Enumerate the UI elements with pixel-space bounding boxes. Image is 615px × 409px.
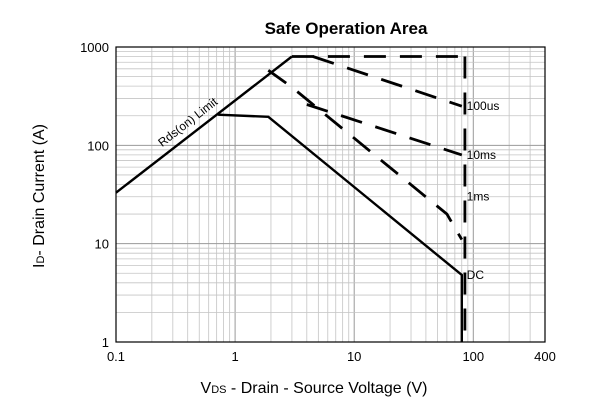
y-axis-label: ID- Drain Current (A): [31, 124, 48, 268]
x-tick-label: 1: [231, 349, 238, 364]
annotation-label: 100us: [467, 99, 500, 113]
x-axis-label-sub: DS: [211, 384, 226, 396]
y-tick-label: 100: [87, 138, 109, 153]
annotation-label: 10ms: [467, 148, 496, 162]
x-tick-label: 400: [534, 349, 556, 364]
annotation-label: 1ms: [467, 190, 490, 204]
series-line-rds-on-limit: [115, 55, 293, 194]
y-tick-label: 10: [95, 237, 109, 252]
y-axis-label-main: I: [31, 264, 48, 268]
y-tick-label: 1000: [80, 40, 109, 55]
x-axis-label-rest: - Drain - Source Voltage (V): [226, 380, 427, 397]
x-axis-label: VDS - Drain - Source Voltage (V): [201, 380, 428, 397]
series-line-100us: [312, 55, 463, 108]
plot-grid: [116, 47, 545, 342]
y-axis-label-rest: - Drain Current (A): [31, 124, 48, 256]
series-line-1ms: [267, 69, 464, 241]
series-line-10ms: [306, 103, 463, 157]
plot-frame: [115, 46, 546, 343]
x-tick-label: 100: [462, 349, 484, 364]
series-line-dc: [218, 113, 463, 342]
x-tick-label: 0.1: [107, 349, 125, 364]
chart-title: Safe Operation Area: [265, 19, 428, 38]
x-axis-label-main: V: [201, 380, 212, 397]
annotation-label: DC: [467, 268, 485, 282]
plot-series: [115, 55, 467, 342]
y-axis-label-sub: D: [35, 256, 47, 264]
y-tick-labels: 1 10 100 1000: [80, 40, 109, 350]
x-tick-labels: 0.1 1 10 100 400: [107, 349, 556, 364]
x-tick-label: 10: [347, 349, 361, 364]
y-tick-label: 1: [102, 335, 109, 350]
